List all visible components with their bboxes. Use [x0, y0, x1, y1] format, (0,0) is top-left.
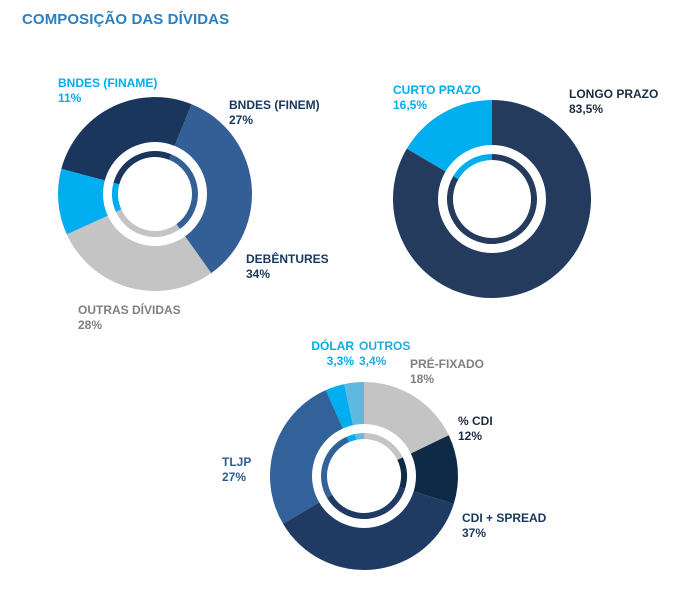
label-cdi-spread-name: CDI + SPREAD — [462, 511, 547, 525]
donut-1-slice-4 — [57, 168, 110, 235]
donut-3-inner-ring-1 — [364, 432, 403, 460]
donut-3-inner-ring-6 — [354, 433, 364, 440]
label-dolar-value: 3,3% — [326, 354, 354, 368]
label-tljp: TLJP 27% — [222, 455, 251, 485]
label-pre-fixado-value: 18% — [410, 372, 435, 386]
label-tljp-value: 27% — [222, 470, 247, 484]
label-outras-dividas-name: OUTRAS DÍVIDAS — [78, 303, 181, 317]
donut-1-inner-ring-2 — [168, 154, 198, 230]
label-outros-name: OUTROS — [359, 339, 411, 353]
label-bndes-finem-name: BNDES (FINEM) — [229, 98, 320, 112]
label-longo-prazo: LONGO PRAZO 83,5% — [569, 87, 658, 117]
donut-3-slice-1 — [364, 381, 449, 455]
donut-2-inner-ring-2 — [453, 154, 492, 180]
donut-3-inner-ring-3 — [326, 486, 406, 519]
label-longo-prazo-name: LONGO PRAZO — [569, 87, 659, 101]
label-pre-fixado-name: PRÉ-FIXADO — [410, 357, 485, 371]
donut-1 — [57, 97, 252, 291]
label-curto-prazo: CURTO PRAZO 16,5% — [393, 83, 481, 113]
label-dolar-name: DÓLAR — [311, 339, 354, 353]
donut-1-slice-2 — [173, 104, 252, 274]
label-outras-dividas: OUTRAS DÍVIDAS 28% — [78, 303, 181, 333]
donut-3-slice-2 — [409, 435, 458, 504]
donut-1-inner-ring-4 — [111, 182, 122, 212]
label-debentures-name: DEBÊNTURES — [246, 252, 329, 266]
donut-1-inner-ring-1 — [113, 151, 172, 185]
donut-3-slice-5 — [325, 384, 354, 431]
donut-3-inner-ring-2 — [397, 457, 407, 489]
donut-3-slice-6 — [344, 382, 364, 428]
donut-2-slice-1 — [392, 100, 591, 298]
donut-1-hole — [103, 142, 207, 246]
label-outros-value: 3,4% — [359, 354, 387, 368]
label-curto-prazo-value: 16,5% — [393, 98, 428, 112]
donut-3-inner-ring-4 — [321, 436, 349, 498]
label-longo-prazo-value: 83,5% — [569, 102, 604, 116]
label-bndes-finem-value: 27% — [229, 113, 254, 127]
label-outros: OUTROS 3,4% — [359, 339, 410, 369]
label-bndes-finem: BNDES (FINEM) 27% — [229, 98, 320, 128]
label-cdi-spread-value: 37% — [462, 526, 487, 540]
label-bndes-finame-value: 11% — [58, 91, 82, 105]
page-title: COMPOSIÇÃO DAS DÍVIDAS — [22, 11, 230, 28]
label-dolar: DÓLAR 3,3% — [308, 339, 354, 369]
donut-1-slice-1 — [61, 97, 192, 182]
label-debentures-value: 34% — [246, 267, 271, 281]
donut-2-slice-2 — [406, 99, 492, 173]
label-outras-dividas-value: 28% — [78, 318, 103, 332]
label-curto-prazo-name: CURTO PRAZO — [393, 83, 481, 97]
label-tljp-name: TLJP — [222, 455, 252, 469]
donut-1-slice-3 — [66, 214, 212, 291]
donut-3 — [270, 381, 458, 570]
label-cdi-name: % CDI — [458, 414, 493, 428]
label-bndes-finame: BNDES (FINAME) 11% — [58, 76, 157, 106]
label-debentures: DEBÊNTURES 34% — [246, 252, 329, 282]
donut-3-slice-4 — [270, 390, 344, 524]
donut-3-hole — [312, 424, 416, 528]
donut-1-inner-ring-3 — [115, 209, 180, 237]
label-pre-fixado: PRÉ-FIXADO 18% — [410, 357, 484, 387]
label-cdi: % CDI 12% — [458, 414, 493, 444]
label-cdi-spread: CDI + SPREAD 37% — [462, 511, 546, 541]
donut-2-hole — [438, 145, 546, 253]
label-bndes-finame-name: BNDES (FINAME) — [58, 76, 158, 90]
donut-2 — [392, 99, 591, 298]
label-cdi-value: 12% — [458, 429, 483, 443]
donut-3-inner-ring-5 — [346, 433, 357, 443]
